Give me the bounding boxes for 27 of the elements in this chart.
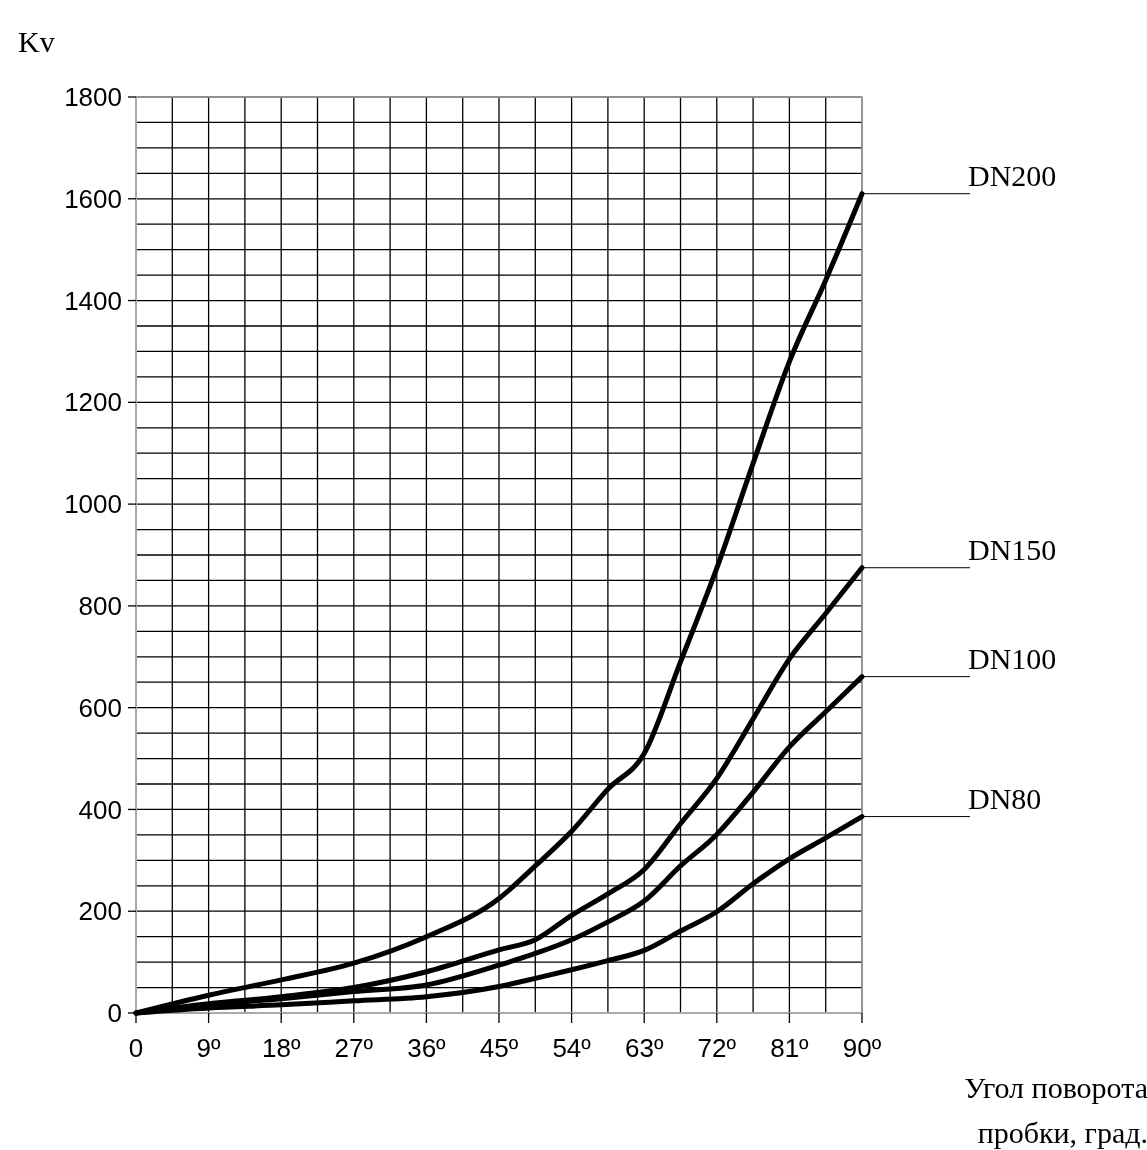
x-tick-label: 63º bbox=[624, 1033, 664, 1063]
legend-label: DN150 bbox=[968, 532, 1057, 566]
y-tick-label: 1800 bbox=[64, 82, 122, 113]
x-axis-title: Угол поворота пробки, град. bbox=[964, 1071, 1147, 1149]
y-tick-label: 0 bbox=[107, 998, 122, 1029]
y-tick-label: 800 bbox=[78, 590, 122, 621]
x-tick-label: 18º bbox=[261, 1033, 301, 1063]
legend-label: DN80 bbox=[968, 781, 1042, 815]
y-tick-label: 1200 bbox=[64, 387, 122, 418]
x-tick-label: 54º bbox=[552, 1033, 592, 1063]
legend-label: DN100 bbox=[968, 641, 1057, 675]
y-axis-title: Kv bbox=[18, 25, 55, 58]
x-tick-label: 9º bbox=[196, 1033, 222, 1063]
y-tick-label: 400 bbox=[78, 794, 122, 825]
x-tick-label: 0 bbox=[128, 1033, 144, 1063]
x-tick-label: 81º bbox=[770, 1033, 810, 1063]
y-tick-label: 200 bbox=[78, 896, 122, 927]
legend-label: DN200 bbox=[968, 158, 1057, 192]
y-tick-label: 1600 bbox=[64, 183, 122, 214]
y-tick-label: 600 bbox=[78, 692, 122, 723]
x-tick-label: 45º bbox=[479, 1033, 519, 1063]
x-tick-label: 27º bbox=[334, 1033, 374, 1063]
x-tick-label: 36º bbox=[407, 1033, 447, 1063]
y-tick-label: 1000 bbox=[64, 489, 122, 520]
y-tick-label: 1400 bbox=[64, 285, 122, 316]
x-tick-label: 72º bbox=[697, 1033, 737, 1063]
x-tick-label: 90º bbox=[842, 1033, 882, 1063]
